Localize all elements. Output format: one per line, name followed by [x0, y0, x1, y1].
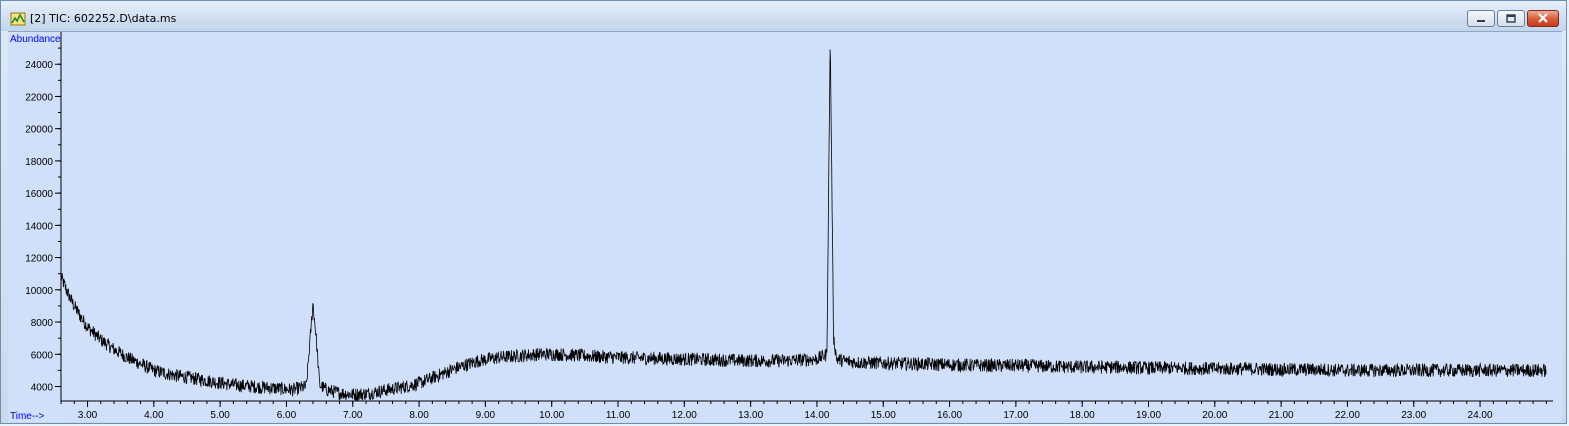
x-tick-label: 22.00 — [1335, 410, 1360, 421]
x-tick-label: 4.00 — [144, 410, 164, 421]
y-tick-label: 20000 — [25, 125, 53, 136]
x-tick-label: 13.00 — [738, 410, 763, 421]
restore-icon — [1506, 14, 1516, 23]
y-tick-label: 22000 — [25, 92, 53, 103]
tic-trace-line — [60, 49, 1547, 401]
minimize-button[interactable] — [1467, 10, 1495, 27]
x-tick-label: 17.00 — [1003, 410, 1028, 421]
restore-button[interactable] — [1497, 10, 1525, 27]
chromatogram-app-icon — [10, 12, 26, 26]
x-tick-label: 11.00 — [606, 410, 631, 421]
x-tick-label: 20.00 — [1202, 410, 1227, 421]
x-tick-label: 12.00 — [672, 410, 697, 421]
y-tick-label: 4000 — [31, 382, 54, 393]
x-tick-label: 14.00 — [804, 410, 829, 421]
x-tick-label: 21.00 — [1269, 410, 1294, 421]
plot-area[interactable]: Abundance Time--> 3.00 4.00 5.00 6.00 7.00 8.00… — [8, 31, 1562, 422]
y-tick-label: 6000 — [31, 350, 54, 361]
y-tick-label: 10000 — [25, 286, 53, 297]
x-tick-label: 8.00 — [409, 410, 429, 421]
x-tick-label: 15.00 — [871, 410, 896, 421]
x-tick-label: 24.00 — [1468, 410, 1493, 421]
x-axis-label: Time--> — [10, 411, 45, 422]
close-button[interactable] — [1527, 10, 1559, 27]
y-tick-label: 14000 — [25, 221, 53, 232]
close-icon — [1538, 13, 1548, 23]
x-tick-label: 7.00 — [343, 410, 363, 421]
x-tick-label: 5.00 — [210, 410, 230, 421]
x-tick-label: 10.00 — [539, 410, 564, 421]
x-tick-label: 16.00 — [937, 410, 962, 421]
x-tick-label: 23.00 — [1401, 410, 1426, 421]
x-tick-label: 18.00 — [1070, 410, 1095, 421]
x-tick-label: 3.00 — [78, 410, 98, 421]
tic-chart[interactable]: Abundance Time--> 3.00 4.00 5.00 6.00 7.00 8.00… — [8, 32, 1562, 422]
minimize-icon — [1477, 20, 1485, 22]
window-title: [2] TIC: 602252.D\data.ms — [30, 12, 177, 25]
y-axis-label: Abundance — [10, 34, 61, 45]
y-tick-label: 24000 — [25, 60, 53, 71]
y-tick-label: 18000 — [25, 157, 53, 168]
y-tick-label: 16000 — [25, 189, 53, 200]
x-tick-label: 6.00 — [277, 410, 297, 421]
x-tick-label: 9.00 — [476, 410, 496, 421]
title-bar[interactable]: [2] TIC: 602252.D\data.ms — [1, 1, 1566, 31]
y-tick-label: 12000 — [25, 254, 53, 265]
x-tick-label: 19.00 — [1136, 410, 1161, 421]
y-tick-label: 8000 — [31, 318, 54, 329]
